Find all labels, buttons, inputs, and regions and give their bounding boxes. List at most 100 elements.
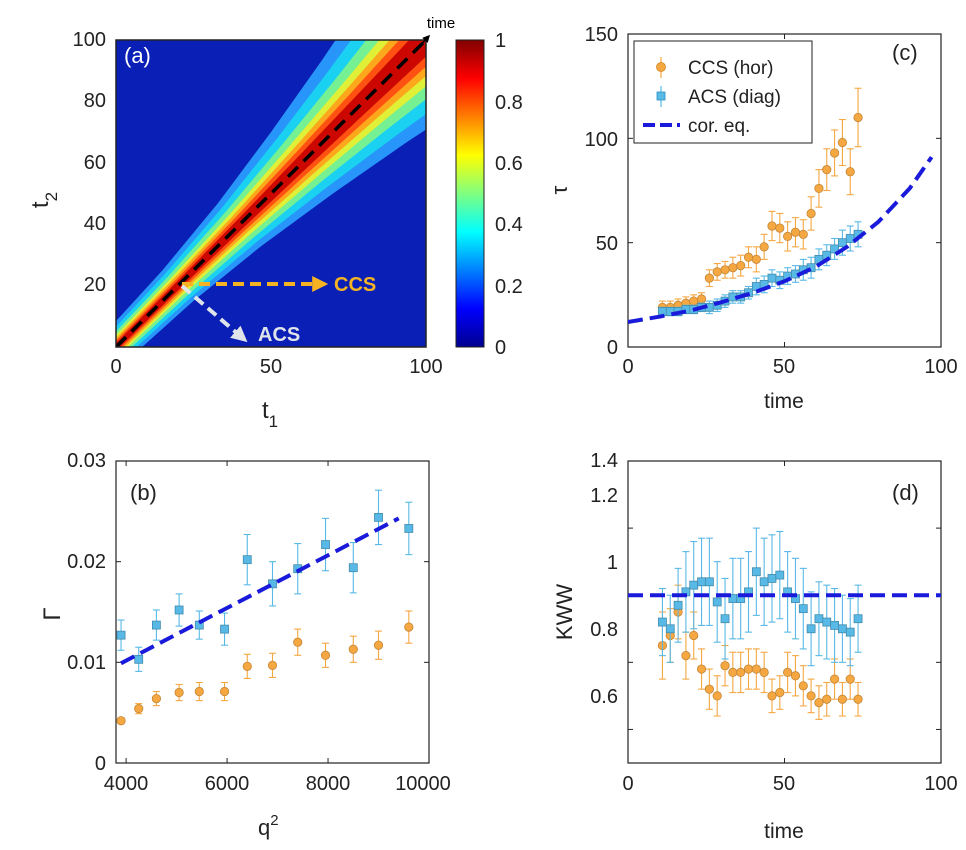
heatmap-band xyxy=(116,40,426,347)
legend-label: ACS (diag) xyxy=(688,87,781,108)
colorbar-tick-label: 0.2 xyxy=(495,276,523,298)
data-point-square xyxy=(658,617,667,627)
y-tick-label: 1.4 xyxy=(590,450,618,472)
data-point-circle xyxy=(837,137,848,148)
data-point-circle xyxy=(845,674,855,684)
y-axis-label-b: Γ xyxy=(39,607,66,620)
y-tick-label: 0.03 xyxy=(67,450,106,472)
legend-label: CCS (hor) xyxy=(688,58,774,79)
x-axis-label-c: time xyxy=(764,390,804,413)
y-tick-label: 150 xyxy=(585,24,618,46)
data-point-circle xyxy=(736,261,746,271)
plot-area-d xyxy=(627,460,942,763)
x-tick-label: 8000 xyxy=(306,773,351,795)
tick-marks xyxy=(116,460,430,764)
data-point-circle xyxy=(751,664,761,674)
data-point-square xyxy=(268,579,277,589)
data-point-circle xyxy=(767,221,777,231)
data-point-square xyxy=(830,621,839,630)
data-point-circle xyxy=(806,208,816,219)
data-point-circle xyxy=(743,664,754,674)
plot-frame-b xyxy=(115,460,430,764)
colorbar-ticks: 0 0.2 0.4 0.6 0.8 1 xyxy=(495,30,523,359)
data-point-square xyxy=(845,627,855,637)
data-point-circle xyxy=(689,296,699,306)
y-tick-label: 0.01 xyxy=(67,652,106,674)
data-point-square xyxy=(321,540,330,549)
series-circles xyxy=(116,610,414,726)
data-point-square xyxy=(798,604,808,614)
data-point-square xyxy=(665,624,675,634)
x-axis-c: 0 50 100 xyxy=(622,356,957,378)
fit-dashed-line xyxy=(627,155,934,324)
data-point-square xyxy=(673,600,683,610)
data-point-circle xyxy=(728,667,738,678)
data-point-square xyxy=(853,614,863,624)
x-tick-label: 50 xyxy=(773,773,795,795)
legend-item-ccs: CCS (hor) xyxy=(656,57,774,79)
data-point-square xyxy=(689,580,699,590)
time-arrow xyxy=(416,34,431,50)
y-tick-label: 60 xyxy=(84,152,106,174)
panel-label-d: (d) xyxy=(892,480,919,505)
series-squares xyxy=(116,489,414,672)
data-point-circle xyxy=(759,242,769,252)
fit-dashed-line xyxy=(120,516,400,666)
diagonal-dashed-line xyxy=(116,40,426,347)
data-point-circle xyxy=(806,691,816,701)
data-point-square xyxy=(174,605,184,615)
x-tick-label: 4000 xyxy=(104,773,149,795)
data-point-circle xyxy=(704,684,714,694)
data-point-square xyxy=(697,577,706,587)
legend-label: cor. eq. xyxy=(688,116,750,137)
data-point-circle xyxy=(373,640,384,650)
data-point-circle xyxy=(783,667,793,678)
y-tick-label: 0.6 xyxy=(590,686,618,708)
data-point-circle xyxy=(320,650,331,660)
y-axis-label-a: t2 xyxy=(27,192,61,208)
panel-label-a: (a) xyxy=(124,43,151,68)
x-tick-label: 0 xyxy=(110,356,121,378)
data-point-circle xyxy=(853,694,863,704)
data-point-square xyxy=(720,614,730,624)
data-point-square xyxy=(767,273,777,283)
data-point-circle xyxy=(775,687,785,698)
data-point-square xyxy=(220,624,229,634)
x-tick-label: 50 xyxy=(773,356,795,378)
x-tick-label: 50 xyxy=(260,356,282,378)
x-axis-b: 4000 6000 8000 10000 xyxy=(104,773,451,795)
y-axis-label-main: t xyxy=(27,201,54,208)
heatmap-bands xyxy=(116,40,426,347)
data-point-square xyxy=(374,512,383,522)
data-point-circle xyxy=(712,267,722,277)
data-point-circle xyxy=(822,165,832,175)
data-point-square xyxy=(775,570,785,580)
data-point-circle xyxy=(720,265,730,275)
panel-a: (a) time CCS ACS 0 50 100 20 40 60 80 10… xyxy=(27,15,523,431)
panel-label-b: (b) xyxy=(130,480,157,505)
y-axis-label-d: KWW xyxy=(552,584,577,640)
data-point-circle xyxy=(712,691,722,701)
data-point-square xyxy=(838,624,847,634)
x-tick-label: 100 xyxy=(924,773,957,795)
y-tick-label: 1 xyxy=(607,552,618,574)
series-circles xyxy=(657,87,863,315)
data-point-circle xyxy=(116,716,126,726)
data-point-square xyxy=(151,620,161,630)
y-tick-label: 80 xyxy=(84,90,106,112)
data-point-circle xyxy=(720,661,730,671)
data-point-circle xyxy=(696,664,707,674)
data-point-circle xyxy=(829,674,840,684)
colorbar xyxy=(455,39,485,348)
data-point-circle xyxy=(814,697,824,708)
data-point-circle xyxy=(767,691,777,701)
tick-marks xyxy=(627,33,942,348)
series-circles xyxy=(657,584,863,720)
data-point-circle xyxy=(348,644,358,654)
y-tick-label: 100 xyxy=(585,129,618,151)
panel-label-c: (c) xyxy=(892,40,918,65)
data-point-circle xyxy=(853,112,863,123)
data-point-square xyxy=(134,654,144,664)
panel-c: (c) 0 50 100 0 50 100 150 time τ CCS (ho… xyxy=(547,24,958,413)
